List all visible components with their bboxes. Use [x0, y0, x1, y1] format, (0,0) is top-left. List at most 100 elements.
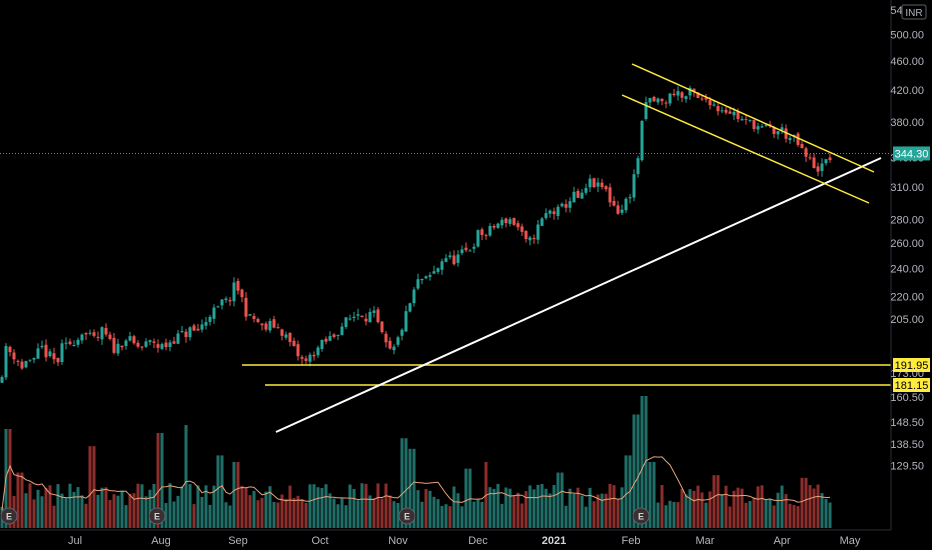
candle-body — [644, 102, 648, 120]
candle-body — [300, 357, 304, 359]
candle-body — [572, 191, 576, 203]
candle-body — [268, 320, 272, 331]
earnings-event-icon[interactable] — [632, 507, 650, 525]
earnings-event-icon[interactable] — [0, 507, 18, 525]
volume-bar — [48, 485, 52, 528]
time-axis-ticks[interactable]: Jul Aug Sep Oct Nov Dec 2021 Feb Mar Apr May — [68, 535, 861, 547]
volume-bar — [200, 496, 204, 528]
candle-body — [652, 96, 656, 102]
volume-bar — [652, 462, 656, 528]
volume-bar — [28, 483, 32, 528]
volume-bar — [276, 502, 280, 528]
level-tag-191-text: 191.95 — [895, 360, 929, 372]
candle-body — [480, 229, 484, 236]
candle-body — [620, 209, 624, 213]
volume-bar — [732, 490, 736, 528]
candle-body — [676, 91, 680, 96]
volume-bar — [272, 501, 276, 528]
volume-layer — [0, 396, 832, 528]
volume-bar — [176, 495, 180, 528]
volume-bar — [404, 438, 408, 528]
volume-bar — [304, 502, 308, 528]
volume-bar — [148, 489, 152, 528]
volume-bar — [588, 487, 592, 528]
candle-body — [640, 120, 644, 161]
candle-body — [208, 316, 212, 322]
candle-body — [724, 109, 728, 113]
candle-body — [604, 186, 608, 190]
candle-body — [0, 376, 4, 383]
candle-body — [36, 348, 40, 359]
candle-body — [236, 280, 240, 291]
volume-bar — [664, 505, 668, 528]
volume-bar — [180, 486, 184, 528]
volume-bar — [108, 499, 112, 528]
candle-body — [408, 303, 412, 312]
candle-body — [552, 211, 556, 215]
volume-bar — [280, 494, 284, 528]
volume-bar — [36, 489, 40, 528]
volume-bar — [84, 503, 88, 528]
time-tick-label: Mar — [696, 535, 715, 547]
candle-body — [424, 276, 428, 279]
candle-body — [524, 230, 528, 240]
candle-body — [80, 334, 84, 341]
volume-bar — [560, 472, 564, 528]
volume-bar — [544, 488, 548, 528]
candle-body — [120, 345, 124, 348]
volume-bar — [240, 485, 244, 528]
volume-bar — [804, 477, 808, 528]
candle-body — [728, 111, 732, 114]
volume-bar — [440, 506, 444, 528]
price-tick-label: 220.00 — [890, 291, 924, 303]
volume-bar — [488, 487, 492, 528]
candle-body — [796, 133, 800, 145]
candle-body — [476, 230, 480, 247]
candle-body — [376, 309, 380, 323]
candle-body — [648, 98, 652, 103]
volume-bar — [476, 499, 480, 528]
candle-body — [732, 111, 736, 116]
volume-bar — [456, 493, 460, 528]
volume-bar — [380, 498, 384, 528]
candle-body — [320, 340, 324, 349]
candle-body — [224, 298, 228, 301]
candle-body — [448, 255, 452, 258]
volume-bar — [16, 472, 20, 528]
volume-bar — [816, 484, 820, 528]
channel-lower-line[interactable] — [621, 94, 870, 204]
candle-body — [436, 268, 440, 272]
price-tick-label: 310.00 — [890, 182, 924, 194]
candle-body — [140, 346, 144, 348]
support-trendline[interactable] — [275, 157, 882, 433]
candle-body — [264, 323, 268, 330]
currency-label: INR — [905, 8, 922, 19]
volume-bar — [596, 494, 600, 528]
volume-bar — [472, 501, 476, 528]
currency-badge[interactable] — [901, 4, 927, 20]
volume-moving-average — [1, 456, 831, 511]
candle-body — [356, 314, 360, 316]
channel-upper-line[interactable] — [631, 63, 875, 173]
candle-body — [72, 345, 76, 347]
earnings-event-icon[interactable] — [148, 507, 166, 525]
candle-body — [332, 334, 336, 337]
volume-bar — [140, 484, 144, 528]
earnings-event-icon[interactable] — [398, 507, 416, 525]
candle-body — [692, 88, 696, 92]
time-tick-label: Dec — [468, 535, 488, 547]
volume-bar — [80, 495, 84, 528]
volume-bar — [428, 490, 432, 528]
price-axis[interactable] — [891, 0, 932, 530]
candle-body — [108, 334, 112, 340]
volume-bar — [332, 498, 336, 528]
candle-body — [352, 316, 356, 318]
volume-bar — [204, 485, 208, 528]
candle-body — [744, 118, 748, 120]
price-tick-label: 205.00 — [890, 314, 924, 326]
candle-body — [200, 324, 204, 330]
candle-body — [228, 300, 232, 302]
volume-bar — [760, 485, 764, 528]
candle-body — [248, 314, 252, 316]
